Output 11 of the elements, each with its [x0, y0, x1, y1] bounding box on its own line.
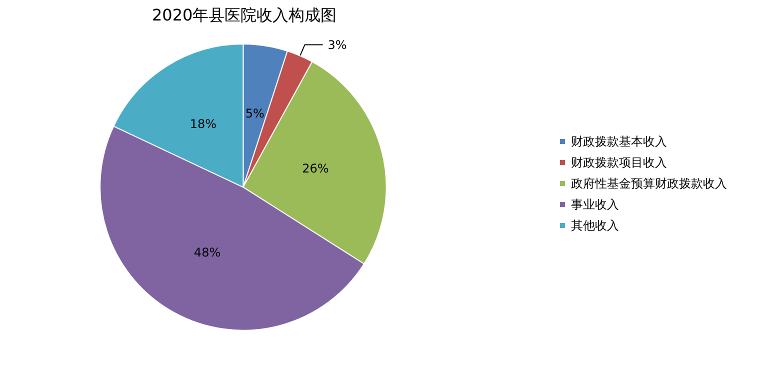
data-label: 18% [190, 117, 217, 132]
chart-title: 2020年县医院收入构成图 [152, 6, 337, 24]
legend-label: 政府性基金预算财政拨款收入 [571, 176, 727, 190]
legend-label: 财政拨款项目收入 [571, 156, 667, 170]
legend-label: 财政拨款基本收入 [571, 134, 667, 148]
legend-label: 事业收入 [571, 198, 619, 212]
legend-label: 其他收入 [571, 218, 619, 232]
data-label: 48% [194, 246, 221, 260]
data-label: 26% [302, 162, 329, 176]
data-label: 5% [245, 106, 264, 121]
data-label: 3% [328, 38, 347, 52]
